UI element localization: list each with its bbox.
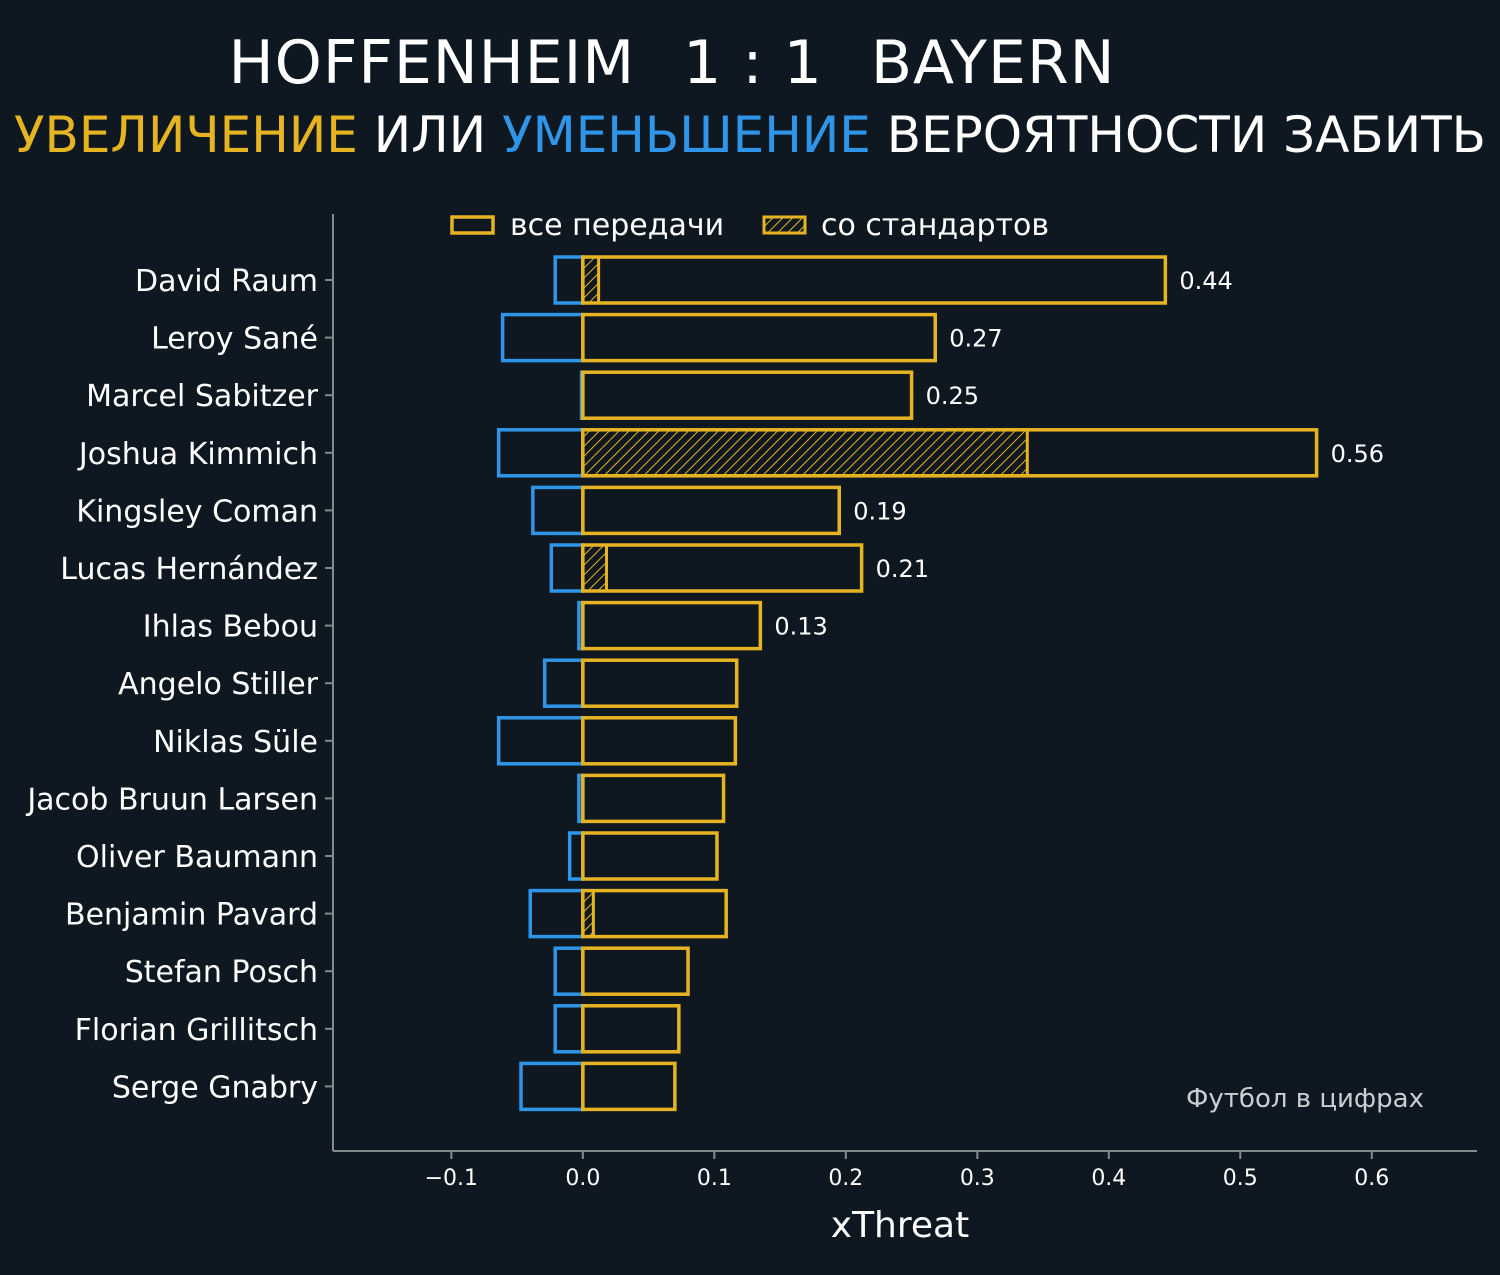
x-tick-label: 0.6: [1354, 1166, 1389, 1191]
y-tick-label: Joshua Kimmich: [77, 437, 318, 472]
bar-all-passes: [581, 831, 719, 881]
y-tick-label: David Raum: [135, 264, 318, 299]
x-tick-label: 0.0: [565, 1166, 600, 1191]
bar-negative: [553, 1004, 585, 1054]
bar-negative: [496, 428, 585, 478]
x-tick-label: 0.2: [828, 1166, 863, 1191]
bar-all-passes: [581, 716, 738, 766]
y-tick-label: Jacob Bruun Larsen: [25, 782, 318, 817]
bar-all-passes: [581, 1061, 677, 1112]
bar-data-label: 0.19: [853, 497, 906, 525]
bar-all-passes: [581, 255, 1168, 305]
y-tick-label: Lucas Hernández: [60, 552, 318, 587]
bar-negative: [553, 946, 585, 996]
labels: David Raum 0.44 Leroy Sané 0.27 Marcel Sabit…: [25, 264, 1384, 1105]
bar-negative: [519, 1061, 585, 1112]
bar-set-pieces: [581, 255, 601, 305]
legend-label-all-passes: все передачи: [510, 208, 724, 243]
bar-data-label: 0.44: [1179, 267, 1232, 295]
y-tick-label: Marcel Sabitzer: [86, 379, 319, 414]
bar-data-label: 0.56: [1331, 440, 1384, 468]
watermark: Футбол в цифрах: [1186, 1084, 1424, 1114]
y-tick-label: Leroy Sané: [151, 322, 318, 357]
legend: все передачи со стандартов: [450, 208, 1049, 243]
bar-data-label: 0.21: [876, 555, 929, 583]
bar-all-passes: [581, 773, 726, 824]
y-tick-label: Oliver Baumann: [76, 840, 318, 875]
legend-label-set-pieces: со стандартов: [821, 208, 1049, 243]
bar-data-label: 0.25: [926, 382, 979, 410]
bar-data-label: 0.27: [949, 325, 1002, 353]
subtitle-rest: ВЕРОЯТНОСТИ ЗАБИТЬ: [886, 106, 1486, 164]
y-tick-label: Kingsley Coman: [76, 494, 318, 529]
bar-negative: [542, 658, 585, 708]
y-tick-label: Benjamin Pavard: [65, 898, 318, 933]
y-tick-label: Florian Grillitsch: [75, 1013, 318, 1048]
bar-all-passes: [581, 1004, 681, 1054]
legend-swatch-set-pieces: [762, 215, 807, 235]
bars: [496, 255, 1319, 1112]
bar-set-pieces: [581, 543, 609, 593]
subtitle-or: ИЛИ: [373, 106, 487, 164]
bar-all-passes: [581, 543, 864, 593]
bar-negative: [528, 888, 585, 939]
bar-negative: [496, 716, 585, 766]
bar-all-passes: [581, 888, 728, 939]
match-title: HOFFENHEIM 1 : 1 BAYERN: [0, 28, 1422, 98]
bar-negative: [553, 255, 585, 305]
bar-all-passes: [581, 658, 739, 708]
bar-all-passes: [581, 600, 763, 651]
bar-set-pieces: [581, 428, 1029, 478]
subtitle-increase: УВЕЛИЧЕНИЕ: [14, 106, 358, 164]
x-axis-label: xThreat: [831, 1205, 969, 1246]
x-tick-label: 0.5: [1223, 1166, 1258, 1191]
x-tick-label: 0.3: [960, 1166, 995, 1191]
bar-data-label: 0.13: [774, 613, 827, 641]
x-tick-label: 0.1: [697, 1166, 732, 1191]
y-tick-label: Serge Gnabry: [112, 1070, 318, 1105]
bar-all-passes: [581, 370, 914, 420]
x-tick-label: 0.4: [1091, 1166, 1126, 1191]
bar-all-passes: [581, 312, 937, 363]
x-tick-label: −0.1: [425, 1166, 478, 1191]
axes: −0.1 0.0 0.1 0.2 0.3 0.4 0.5 0.6: [325, 214, 1477, 1191]
bar-negative: [549, 543, 585, 593]
bar-all-passes: [581, 485, 842, 536]
y-tick-label: Ihlas Bebou: [143, 610, 318, 645]
bar-all-passes: [581, 946, 690, 996]
home-team: HOFFENHEIM: [228, 28, 636, 98]
bar-negative: [500, 312, 585, 363]
bar-negative: [531, 485, 585, 536]
y-tick-label: Stefan Posch: [125, 955, 318, 990]
score: 1 : 1: [683, 28, 823, 98]
chart-subtitle: УВЕЛИЧЕНИЕ ИЛИ УМЕНЬШЕНИЕ ВЕРОЯТНОСТИ ЗА…: [0, 106, 1500, 164]
y-tick-label: Angelo Stiller: [118, 667, 319, 702]
away-team: BAYERN: [870, 28, 1116, 98]
y-tick-label: Niklas Süle: [153, 725, 318, 760]
bar-negative: [567, 831, 585, 881]
legend-swatch-all-passes: [450, 215, 495, 235]
subtitle-decrease: УМЕНЬШЕНИЕ: [502, 106, 871, 164]
bar-all-passes: [581, 428, 1319, 478]
